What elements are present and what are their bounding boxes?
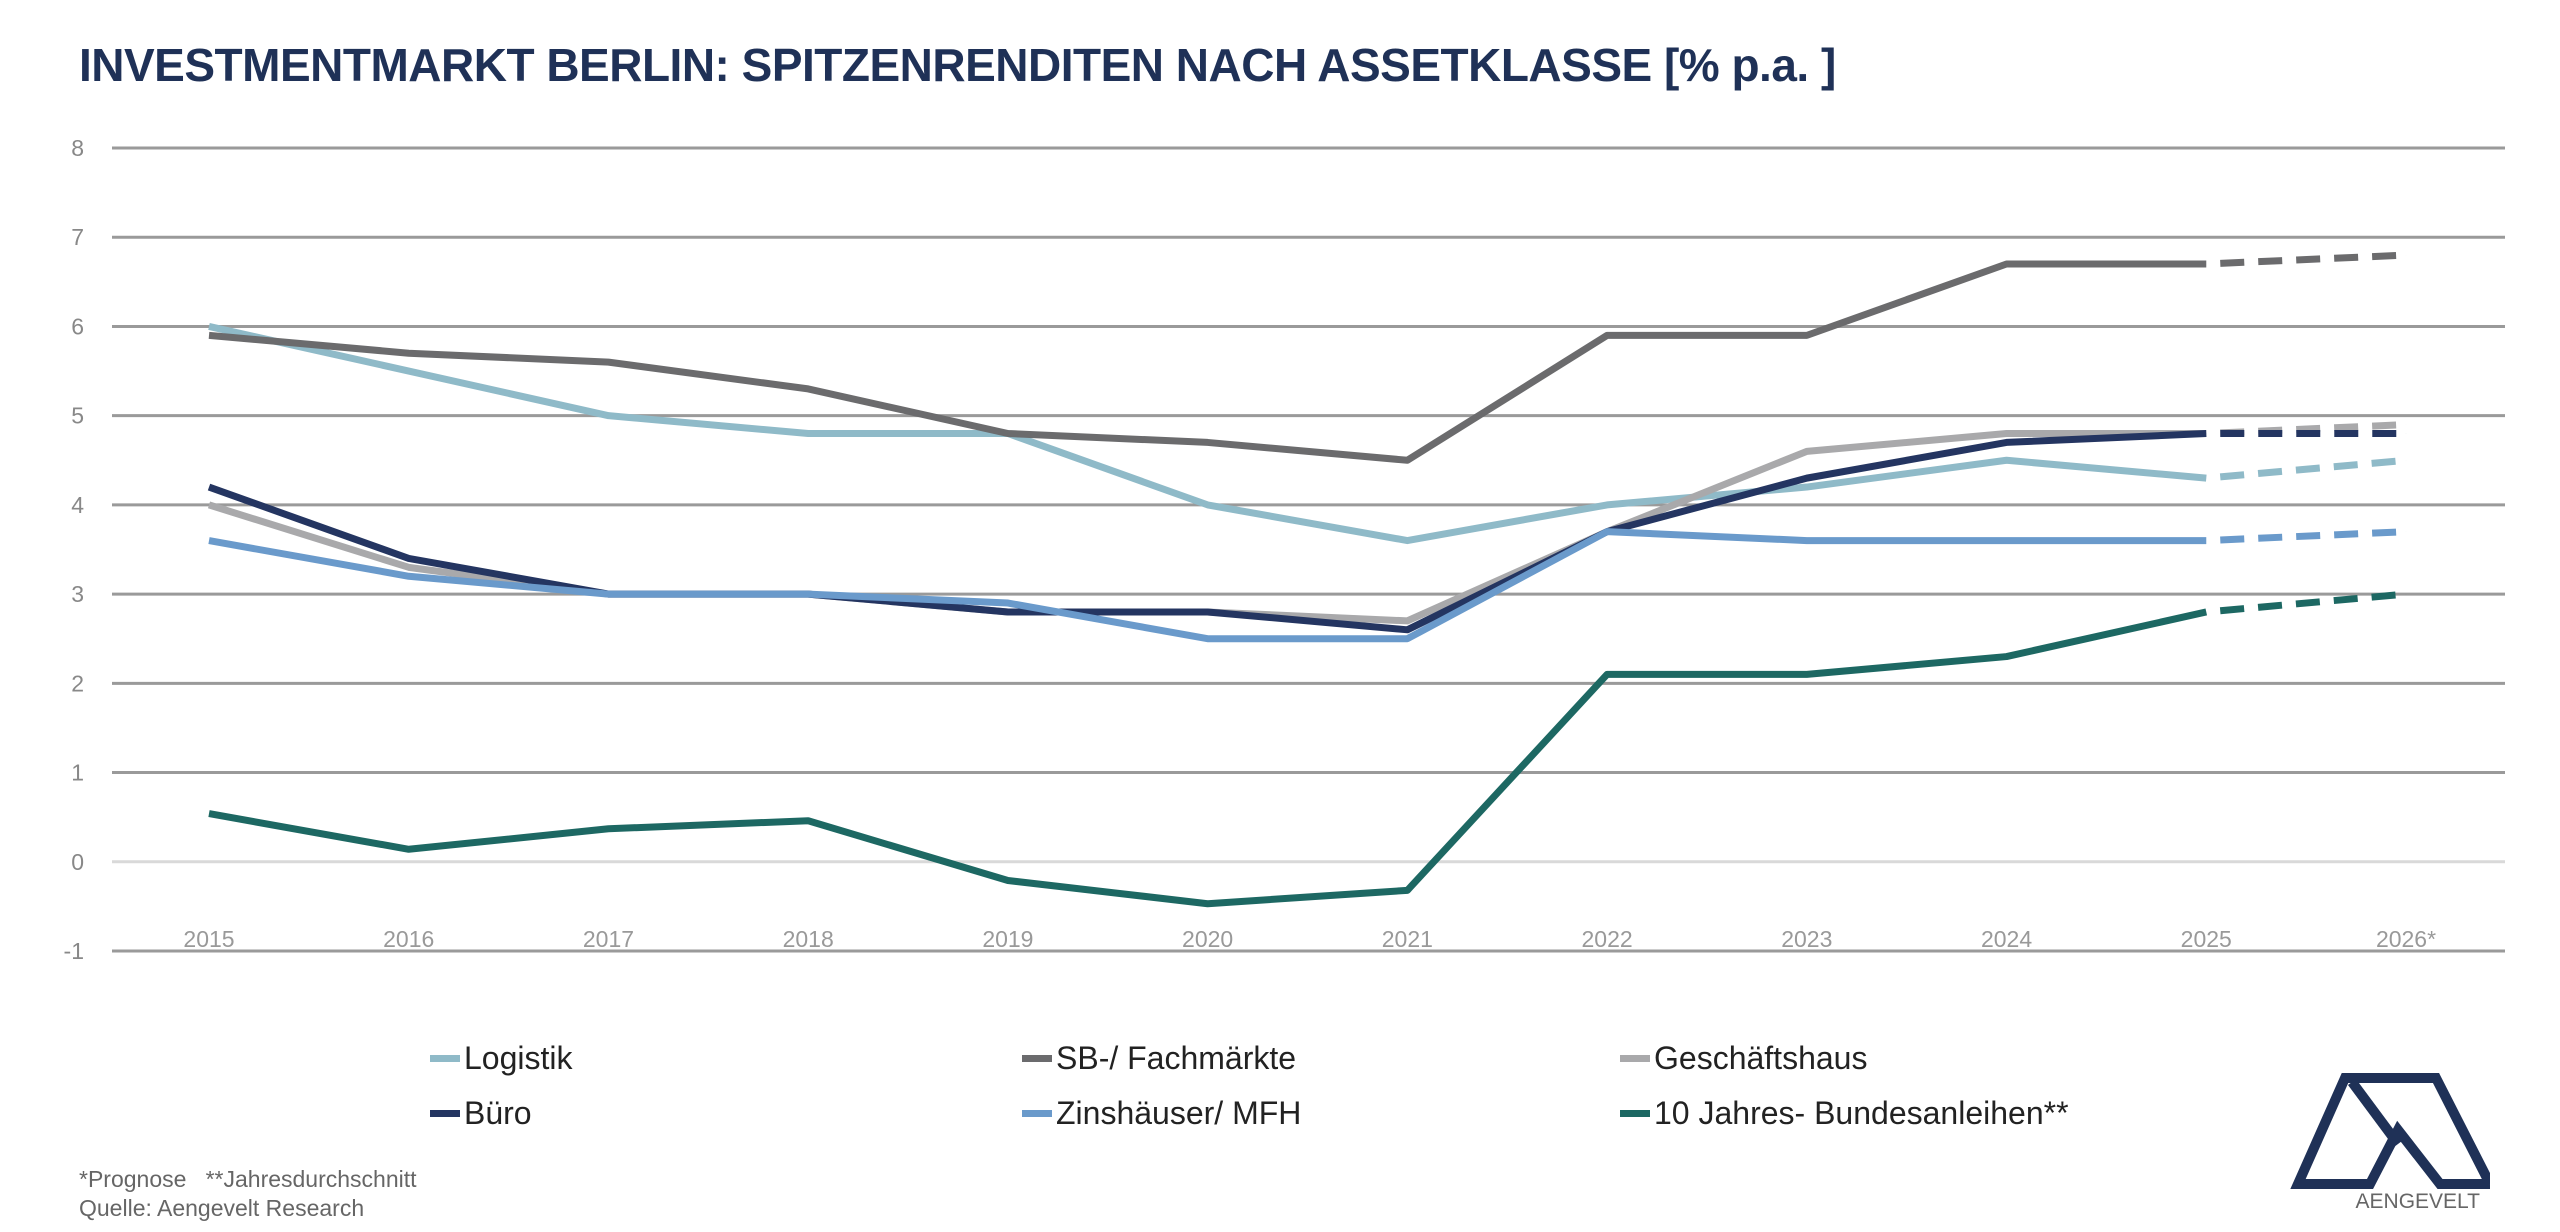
legend-swatch xyxy=(1620,1055,1650,1062)
legend-item: Büro xyxy=(430,1095,532,1132)
legend-swatch xyxy=(430,1055,460,1062)
legend-swatch xyxy=(430,1110,460,1117)
legend-label: SB-/ Fachmärkte xyxy=(1056,1040,1297,1076)
x-tick-label: 2021 xyxy=(1382,926,1433,952)
y-tick-label: 8 xyxy=(71,135,84,161)
series-line-1 xyxy=(208,260,2207,464)
legend-label: Logistik xyxy=(464,1040,573,1076)
legend-label: Geschäftshaus xyxy=(1654,1040,1868,1076)
y-tick-label: 2 xyxy=(71,670,84,696)
legend-swatch xyxy=(1620,1110,1650,1117)
x-tick-label: 2016 xyxy=(383,926,434,952)
footer: *Prognose **Jahresdurchschnitt Quelle: A… xyxy=(79,1165,417,1223)
chart-title: INVESTMENTMARKT BERLIN: SPITZENRENDITEN … xyxy=(79,39,1836,91)
series-forecast-line-4 xyxy=(2206,528,2407,545)
x-tick-label: 2015 xyxy=(183,926,234,952)
x-tick-label: 2020 xyxy=(1182,926,1233,952)
source-note: Quelle: Aengevelt Research xyxy=(79,1195,365,1221)
y-tick-label: 5 xyxy=(71,403,84,429)
series-line-5 xyxy=(208,608,2208,908)
y-tick-label: 1 xyxy=(71,760,84,786)
y-tick-label: 7 xyxy=(71,224,84,250)
x-tick-label: 2023 xyxy=(1781,926,1832,952)
x-tick-label: 2024 xyxy=(1981,926,2032,952)
legend-label: Büro xyxy=(464,1095,532,1131)
x-tick-label: 2017 xyxy=(583,926,634,952)
series-line-4 xyxy=(208,528,2207,643)
x-tick-label: 2026* xyxy=(2376,926,2436,952)
aengevelt-logo: AENGEVELT xyxy=(2290,1073,2490,1212)
y-tick-label: -1 xyxy=(64,938,84,964)
legend-item: Logistik xyxy=(430,1040,573,1077)
legend-item: Geschäftshaus xyxy=(1620,1040,1867,1077)
legend-item: 10 Jahres- Bundesanleihen** xyxy=(1620,1095,2069,1132)
series-forecast-line-0 xyxy=(2205,456,2407,482)
logo-text: AENGEVELT xyxy=(2356,1190,2481,1212)
series-forecast-line-5 xyxy=(2205,590,2407,616)
x-tick-label: 2022 xyxy=(1582,926,1633,952)
x-tick-label: 2018 xyxy=(783,926,834,952)
legend-label: 10 Jahres- Bundesanleihen** xyxy=(1654,1095,2069,1131)
x-tick-label: 2019 xyxy=(982,926,1033,952)
footnote: *Prognose **Jahresdurchschnitt xyxy=(79,1166,417,1192)
legend-item: Zinshäuser/ MFH xyxy=(1022,1095,1301,1132)
legend-swatch xyxy=(1022,1055,1052,1062)
series-forecast-line-1 xyxy=(2206,251,2407,268)
y-tick-label: 3 xyxy=(71,581,84,607)
legend-item: SB-/ Fachmärkte xyxy=(1022,1040,1296,1077)
x-tick-label: 2025 xyxy=(2181,926,2232,952)
y-tick-label: 0 xyxy=(71,849,84,875)
y-tick-label: 6 xyxy=(71,313,84,339)
legend-swatch xyxy=(1022,1110,1052,1117)
legend-label: Zinshäuser/ MFH xyxy=(1056,1095,1302,1131)
series-line-3 xyxy=(207,430,2207,634)
y-tick-label: 4 xyxy=(71,492,84,518)
